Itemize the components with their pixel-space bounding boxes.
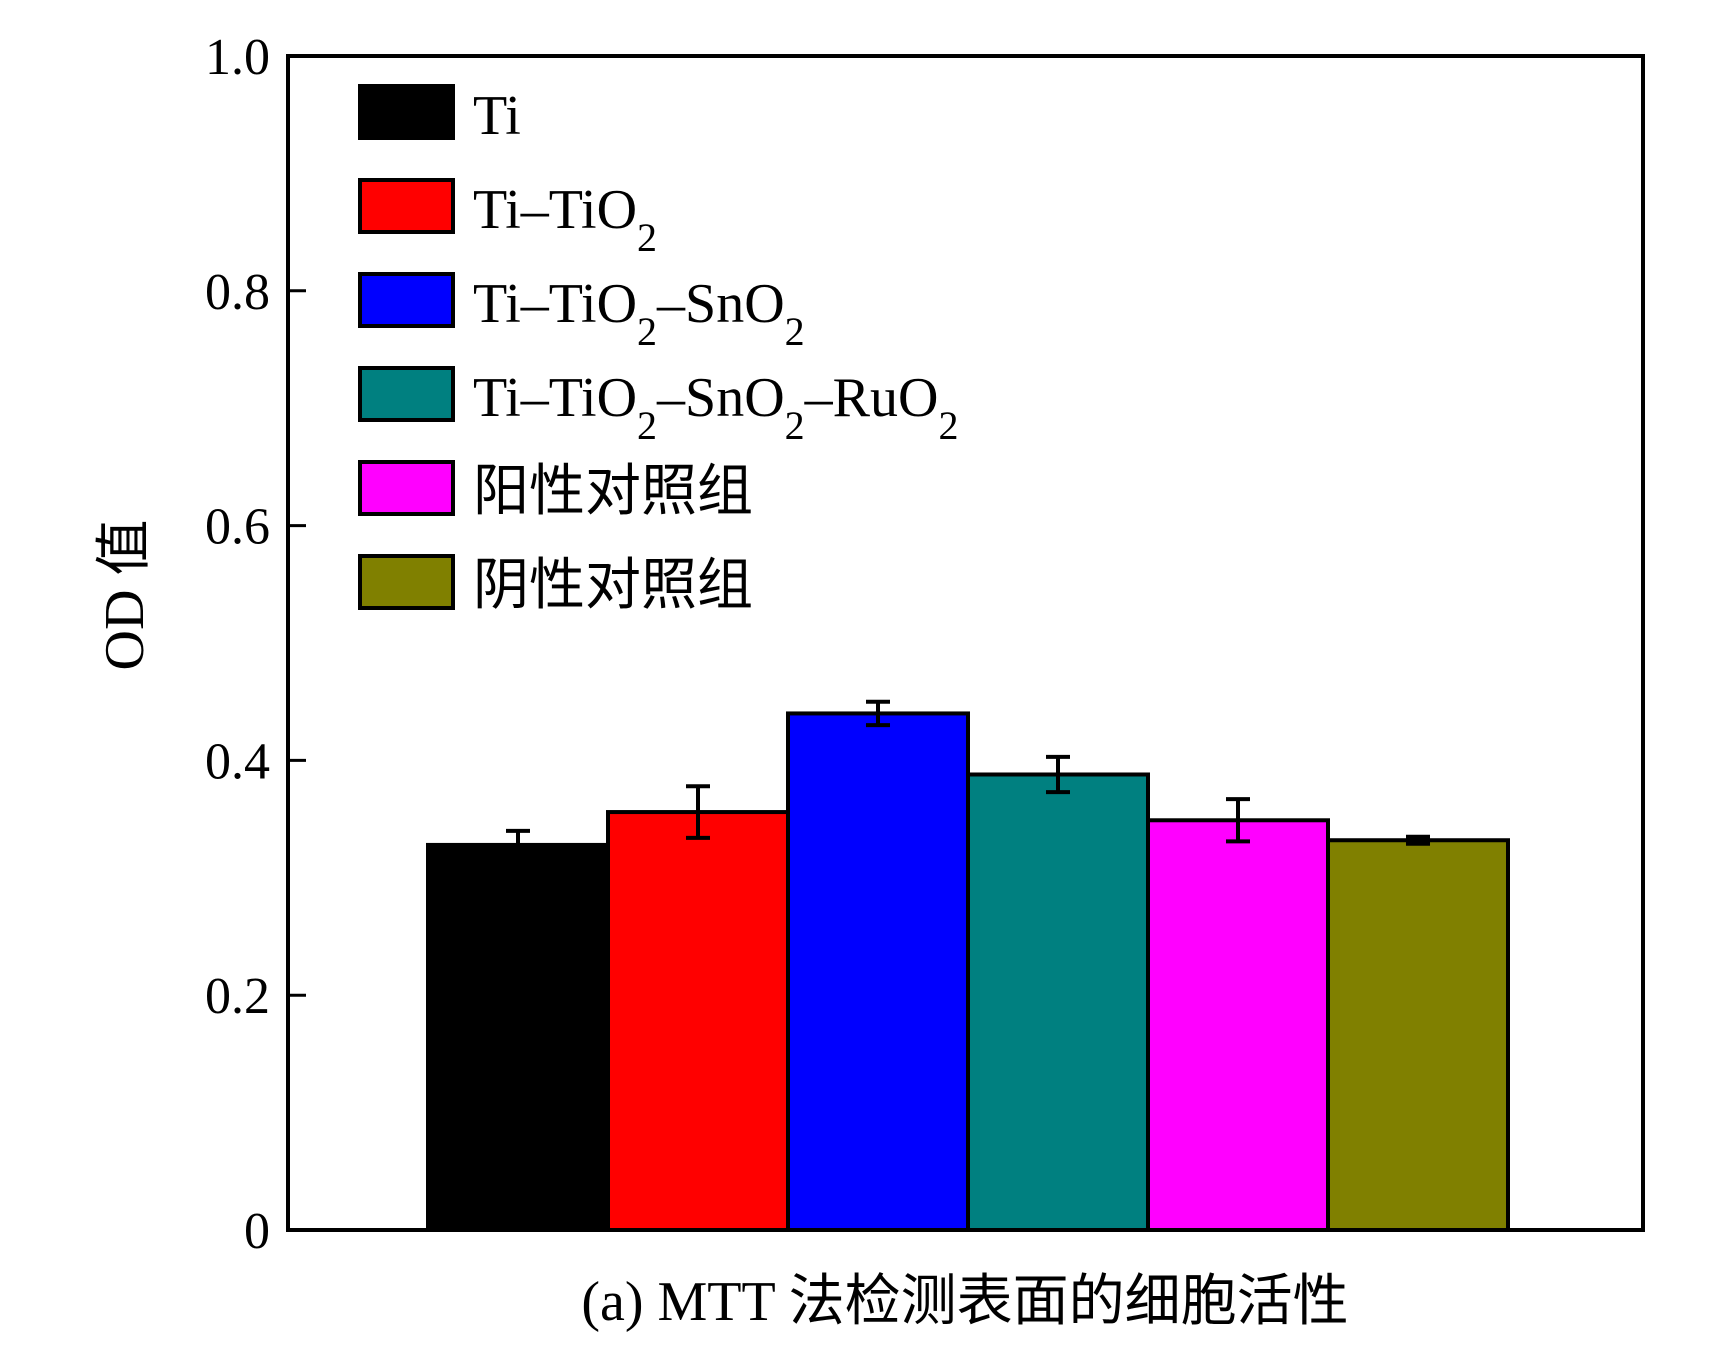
- y-tick-label: 0: [244, 1203, 270, 1260]
- y-tick-label: 0.4: [205, 733, 270, 790]
- y-axis-title: OD 值: [94, 520, 156, 671]
- x-axis-title: (a) MTT 法检测表面的细胞活性: [581, 1271, 1348, 1333]
- legend-swatch: [358, 366, 455, 422]
- error-bar: [1406, 834, 1430, 846]
- legend: Ti Ti–TiO2 Ti–TiO2–SnO2 Ti–TiO2–SnO2–RuO2 阳性…: [358, 84, 958, 617]
- legend-item: 阳性对照组: [358, 460, 753, 523]
- bar: [966, 772, 1150, 1232]
- legend-label: 阳性对照组: [473, 461, 753, 523]
- error-bars-layer: [506, 699, 1430, 862]
- error-bar: [686, 784, 710, 840]
- legend-label: Ti: [473, 85, 521, 147]
- legend-label: Ti–TiO2: [473, 179, 657, 260]
- bar: [426, 842, 610, 1232]
- error-bar: [1226, 797, 1250, 844]
- legend-swatch: [358, 84, 455, 140]
- bar: [1326, 838, 1510, 1232]
- legend-item: Ti–TiO2–SnO2: [358, 272, 805, 354]
- legend-label: Ti–TiO2–SnO2: [473, 273, 805, 354]
- error-bar: [1046, 754, 1070, 795]
- legend-swatch: [358, 554, 455, 610]
- y-tick-label: 1.0: [205, 29, 270, 86]
- error-bar: [866, 699, 890, 728]
- bar: [606, 810, 790, 1233]
- y-axis: 0 0.2 0.4 0.6 0.8 1.0: [205, 29, 306, 1260]
- legend-item: Ti: [358, 84, 521, 147]
- bar: [1146, 818, 1330, 1232]
- legend-item: Ti–TiO2–SnO2–RuO2: [358, 366, 958, 448]
- legend-item: 阴性对照组: [358, 554, 753, 617]
- y-tick-label: 0.6: [205, 499, 270, 556]
- legend-item: Ti–TiO2: [358, 178, 657, 260]
- y-tick-label: 0.8: [205, 264, 270, 321]
- bars-layer: [426, 711, 1510, 1233]
- legend-label: 阴性对照组: [473, 555, 753, 617]
- error-bar: [506, 828, 530, 862]
- bar: [786, 711, 970, 1232]
- y-tick-label: 0.2: [205, 968, 270, 1025]
- legend-label: Ti–TiO2–SnO2–RuO2: [473, 367, 958, 448]
- plot-frame: [286, 54, 1645, 1232]
- legend-swatch: [358, 272, 455, 328]
- legend-swatch: [358, 178, 455, 234]
- legend-swatch: [358, 460, 455, 516]
